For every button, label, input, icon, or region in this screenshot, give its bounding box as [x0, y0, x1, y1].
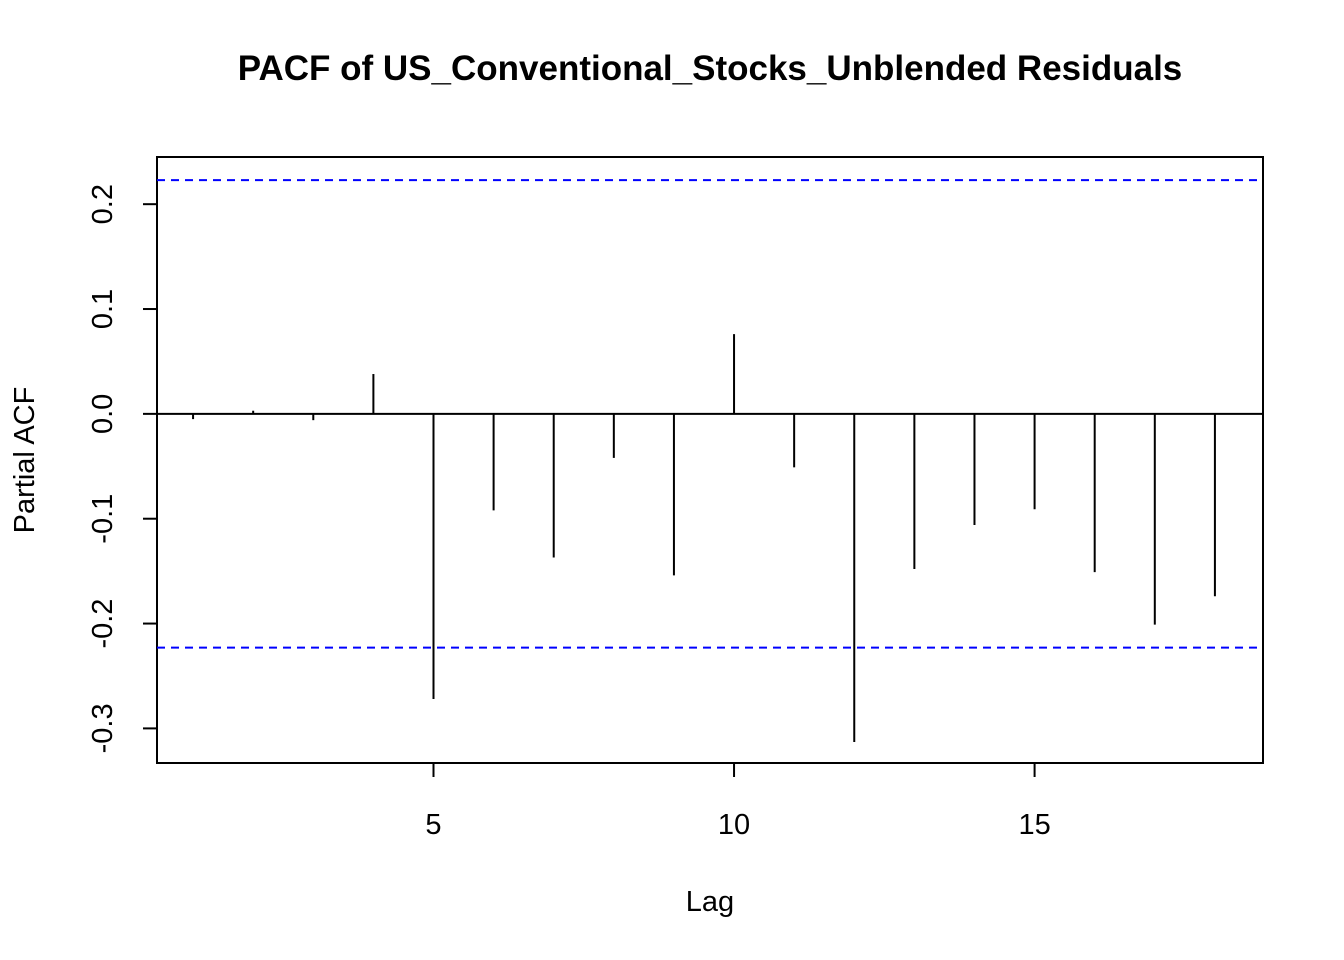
y-tick-label-2: -0.1 [87, 494, 119, 544]
x-tick-label-15: 15 [1018, 809, 1050, 841]
chart-title: PACF of US_Conventional_Stocks_Unblended… [238, 49, 1183, 88]
y-tick-label-4: 0.1 [87, 289, 119, 329]
y-tick-label-5: 0.2 [87, 184, 119, 224]
confidence-bounds [157, 179, 1263, 649]
y-tick-label-3: 0.0 [87, 394, 119, 434]
y-tick-label-0: -0.3 [87, 703, 119, 753]
y-axis-label: Partial ACF [9, 387, 41, 534]
y-tick-label-1: -0.2 [87, 599, 119, 649]
plot-frame [156, 156, 1264, 764]
x-tick-label-5: 5 [425, 809, 441, 841]
x-tick-label-10: 10 [718, 809, 750, 841]
x-axis: 5 10 15 [425, 763, 1051, 841]
y-axis: -0.3 -0.2 -0.1 0.0 0.1 0.2 [87, 184, 157, 753]
x-axis-label: Lag [686, 886, 734, 918]
pacf-bars [192, 334, 1216, 743]
